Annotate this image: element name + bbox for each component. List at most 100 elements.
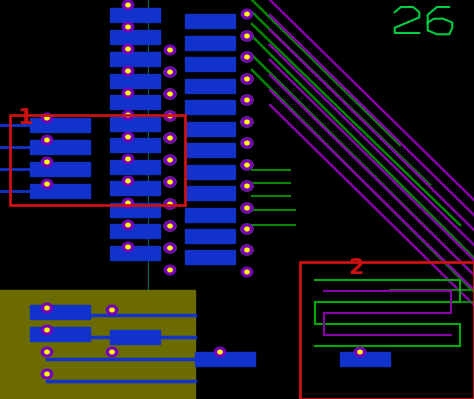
- Circle shape: [241, 9, 253, 19]
- Circle shape: [241, 245, 253, 255]
- Bar: [185, 14, 235, 28]
- Bar: [340, 352, 390, 366]
- Bar: [110, 246, 160, 260]
- Circle shape: [168, 246, 172, 250]
- Circle shape: [168, 180, 172, 184]
- Circle shape: [214, 347, 226, 357]
- Circle shape: [164, 265, 176, 275]
- Circle shape: [358, 350, 362, 354]
- Circle shape: [241, 267, 253, 277]
- Circle shape: [45, 350, 49, 354]
- Circle shape: [241, 138, 253, 148]
- Circle shape: [164, 155, 176, 165]
- Circle shape: [45, 160, 49, 164]
- Circle shape: [241, 95, 253, 105]
- Circle shape: [122, 110, 134, 120]
- Circle shape: [126, 223, 130, 227]
- Circle shape: [164, 45, 176, 55]
- Circle shape: [45, 328, 49, 332]
- Bar: [110, 203, 160, 217]
- Circle shape: [106, 347, 118, 357]
- Bar: [185, 79, 235, 93]
- Bar: [185, 229, 235, 243]
- Circle shape: [241, 160, 253, 170]
- Circle shape: [245, 206, 249, 210]
- Circle shape: [122, 0, 134, 10]
- Bar: [110, 74, 160, 88]
- Circle shape: [245, 248, 249, 252]
- Circle shape: [164, 67, 176, 77]
- Circle shape: [41, 347, 53, 357]
- Circle shape: [245, 184, 249, 188]
- Circle shape: [122, 176, 134, 186]
- Circle shape: [41, 325, 53, 335]
- Circle shape: [41, 303, 53, 313]
- Bar: [195, 352, 255, 366]
- Bar: [110, 52, 160, 66]
- Circle shape: [126, 113, 130, 117]
- Circle shape: [168, 70, 172, 74]
- Bar: [185, 122, 235, 136]
- Circle shape: [245, 163, 249, 167]
- Circle shape: [126, 3, 130, 7]
- Circle shape: [126, 245, 130, 249]
- Bar: [185, 36, 235, 50]
- Circle shape: [168, 114, 172, 118]
- Circle shape: [45, 116, 49, 120]
- Circle shape: [245, 227, 249, 231]
- Circle shape: [41, 157, 53, 167]
- Circle shape: [241, 224, 253, 234]
- Circle shape: [45, 138, 49, 142]
- Circle shape: [106, 305, 118, 315]
- Circle shape: [245, 98, 249, 102]
- Circle shape: [122, 22, 134, 32]
- Circle shape: [45, 182, 49, 186]
- Circle shape: [122, 66, 134, 76]
- Bar: [110, 224, 160, 238]
- Circle shape: [164, 89, 176, 99]
- Bar: [10, 115, 185, 205]
- Text: 2: 2: [348, 258, 364, 278]
- Circle shape: [126, 91, 130, 95]
- Circle shape: [168, 202, 172, 206]
- Bar: [0, 290, 195, 399]
- Circle shape: [122, 154, 134, 164]
- Circle shape: [164, 111, 176, 121]
- Circle shape: [168, 158, 172, 162]
- Bar: [110, 117, 160, 131]
- Circle shape: [45, 372, 49, 376]
- Circle shape: [241, 52, 253, 62]
- Bar: [30, 305, 90, 319]
- Circle shape: [241, 31, 253, 41]
- Circle shape: [164, 221, 176, 231]
- Circle shape: [126, 47, 130, 51]
- Circle shape: [126, 201, 130, 205]
- Circle shape: [122, 198, 134, 208]
- Circle shape: [354, 347, 365, 357]
- Circle shape: [168, 268, 172, 272]
- Circle shape: [245, 55, 249, 59]
- Circle shape: [126, 25, 130, 29]
- Circle shape: [41, 113, 53, 123]
- Circle shape: [241, 203, 253, 213]
- Circle shape: [122, 88, 134, 98]
- Circle shape: [168, 224, 172, 228]
- Bar: [110, 95, 160, 109]
- Circle shape: [168, 48, 172, 52]
- Circle shape: [245, 12, 249, 16]
- Circle shape: [41, 369, 53, 379]
- Circle shape: [126, 179, 130, 183]
- Circle shape: [126, 69, 130, 73]
- Bar: [30, 327, 90, 341]
- Circle shape: [164, 133, 176, 143]
- Bar: [185, 186, 235, 200]
- Circle shape: [241, 117, 253, 127]
- Bar: [30, 140, 90, 154]
- Text: 1: 1: [18, 108, 34, 128]
- Circle shape: [41, 135, 53, 145]
- Bar: [30, 118, 90, 132]
- Circle shape: [245, 141, 249, 145]
- Circle shape: [122, 242, 134, 252]
- Circle shape: [241, 181, 253, 191]
- Circle shape: [245, 34, 249, 38]
